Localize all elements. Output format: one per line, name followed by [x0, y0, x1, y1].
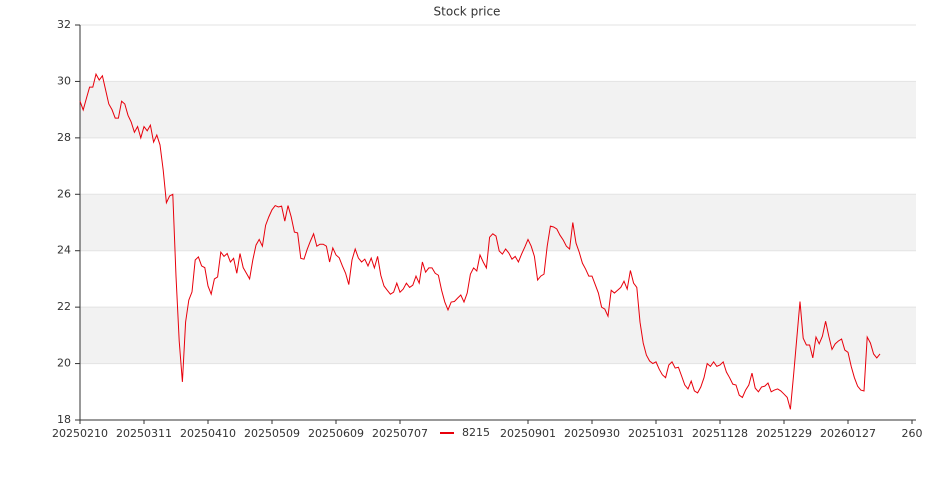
- x-tick-label: 20251229: [756, 427, 812, 440]
- x-tick-label: 20250210: [52, 427, 108, 440]
- x-tick-label: 20250609: [308, 427, 364, 440]
- grid-band: [80, 194, 916, 251]
- y-tick-label: 26: [57, 187, 71, 200]
- x-tick-label: 20250930: [564, 427, 620, 440]
- x-tick-label: 20250311: [116, 427, 172, 440]
- price-line: [79, 72, 881, 410]
- y-tick-label: 28: [57, 131, 71, 144]
- legend-label: 8215: [462, 426, 490, 439]
- grid-band: [80, 81, 916, 138]
- y-tick-label: 22: [57, 300, 71, 313]
- y-tick-label: 30: [57, 74, 71, 87]
- y-tick-label: 24: [57, 244, 71, 257]
- y-tick-label: 18: [57, 413, 71, 426]
- y-tick-label: 20: [57, 357, 71, 370]
- x-tick-label: 20260127: [820, 427, 876, 440]
- grid-band: [80, 307, 916, 364]
- x-tick-label: 20251031: [628, 427, 684, 440]
- x-tick-label: 260: [902, 427, 923, 440]
- chart-title: Stock price: [434, 5, 501, 19]
- x-tick-label: 20250509: [244, 427, 300, 440]
- legend-box: [436, 424, 496, 442]
- x-tick-label: 20250707: [372, 427, 428, 440]
- y-tick-label: 32: [57, 18, 71, 31]
- x-tick-label: 20251128: [692, 427, 748, 440]
- x-tick-label: 20250901: [500, 427, 556, 440]
- x-tick-label: 20250410: [180, 427, 236, 440]
